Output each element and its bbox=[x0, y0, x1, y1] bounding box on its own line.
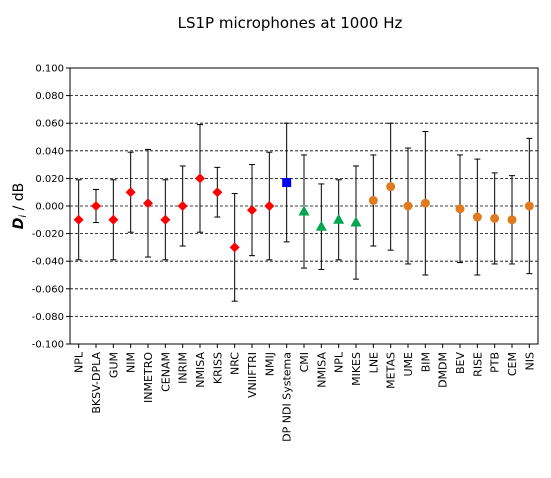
svg-text:Di / dB: Di / dB bbox=[11, 183, 29, 230]
data-point bbox=[420, 198, 430, 208]
y-axis-label: Di / dB bbox=[11, 183, 29, 230]
data-point bbox=[247, 205, 257, 216]
x-category-label: NMISA bbox=[315, 352, 328, 388]
data-point bbox=[143, 198, 153, 209]
data-point bbox=[333, 213, 345, 224]
data-point bbox=[125, 187, 136, 198]
x-category-label: DP NDI Systema bbox=[281, 352, 294, 442]
x-category-label: NPL bbox=[73, 351, 86, 373]
data-point bbox=[524, 201, 534, 211]
x-category-label: CENAM bbox=[159, 352, 172, 392]
data-point bbox=[264, 201, 275, 211]
data-point bbox=[403, 201, 413, 211]
data-point bbox=[91, 201, 101, 211]
y-tick-labels: 0.100 0.080 0.060 0.040 0.020 0.000 -0.020 -0.0… bbox=[32, 64, 64, 351]
x-category-label: NRC bbox=[229, 352, 242, 375]
gridlines bbox=[66, 67, 538, 345]
data-point bbox=[386, 182, 396, 192]
x-category-label: MIKES bbox=[350, 352, 363, 386]
x-category-labels: NPL BKSV-DPLA GUM NIM INMETRO CENAM INRIM NMISA… bbox=[73, 344, 536, 442]
x-category-label: UME bbox=[402, 352, 415, 377]
data-point bbox=[315, 220, 327, 231]
data-point bbox=[298, 205, 310, 216]
data-point bbox=[229, 242, 240, 253]
x-category-label: NPL bbox=[333, 351, 346, 373]
x-category-label: NMIJ bbox=[263, 352, 276, 376]
y-axis-label-main: D bbox=[11, 218, 27, 230]
y-tick-label: 0.040 bbox=[35, 146, 64, 157]
data-points bbox=[73, 173, 534, 253]
data-point bbox=[195, 173, 205, 184]
data-point bbox=[160, 214, 171, 225]
x-category-label: INMETRO bbox=[142, 352, 155, 403]
data-point bbox=[490, 213, 500, 223]
x-category-label: PTB bbox=[489, 352, 502, 373]
x-category-label: CEM bbox=[506, 352, 519, 376]
x-category-label: NIM bbox=[125, 352, 138, 373]
data-point bbox=[73, 214, 84, 225]
data-point bbox=[455, 204, 465, 214]
y-tick-label: 0.080 bbox=[35, 91, 64, 102]
x-category-label: NIS bbox=[523, 352, 536, 370]
x-category-label: VNIIFTRI bbox=[246, 352, 259, 398]
x-category-label: CMI bbox=[298, 352, 311, 372]
data-point bbox=[472, 212, 482, 222]
chart-title: LS1P microphones at 1000 Hz bbox=[178, 14, 403, 32]
x-category-label: LNE bbox=[367, 352, 380, 373]
x-category-label: BKSV-DPLA bbox=[90, 352, 103, 414]
data-point bbox=[350, 216, 362, 227]
y-tick-label: -0.100 bbox=[32, 340, 64, 351]
x-category-label: BIM bbox=[419, 352, 432, 372]
data-point bbox=[108, 214, 119, 225]
y-tick-label: -0.080 bbox=[32, 312, 64, 323]
y-tick-label: -0.020 bbox=[32, 229, 64, 240]
x-category-label: KRISS bbox=[211, 352, 224, 384]
data-point bbox=[212, 187, 223, 198]
y-axis-label-unit: / dB bbox=[11, 183, 27, 215]
y-tick-label: 0.000 bbox=[35, 202, 64, 213]
data-point bbox=[368, 195, 378, 205]
y-tick-label: 0.060 bbox=[35, 119, 64, 130]
x-category-label: GUM bbox=[107, 352, 120, 378]
x-category-label: NMISA bbox=[194, 352, 207, 388]
data-point bbox=[177, 201, 188, 211]
y-tick-label: -0.040 bbox=[32, 257, 64, 268]
y-tick-label: -0.060 bbox=[32, 284, 64, 295]
plot-area-frame bbox=[69, 67, 539, 345]
x-category-label: RISE bbox=[471, 352, 484, 377]
x-category-label: DMDM bbox=[437, 352, 450, 388]
data-point bbox=[282, 178, 292, 188]
y-tick-label: 0.020 bbox=[35, 174, 64, 185]
x-category-label: INRIM bbox=[177, 352, 190, 384]
x-category-label: METAS bbox=[385, 352, 398, 389]
y-tick-label: 0.100 bbox=[35, 64, 64, 75]
x-category-label: BEV bbox=[454, 352, 467, 374]
data-point bbox=[507, 215, 517, 225]
y-axis-label-sub: i bbox=[18, 215, 29, 218]
